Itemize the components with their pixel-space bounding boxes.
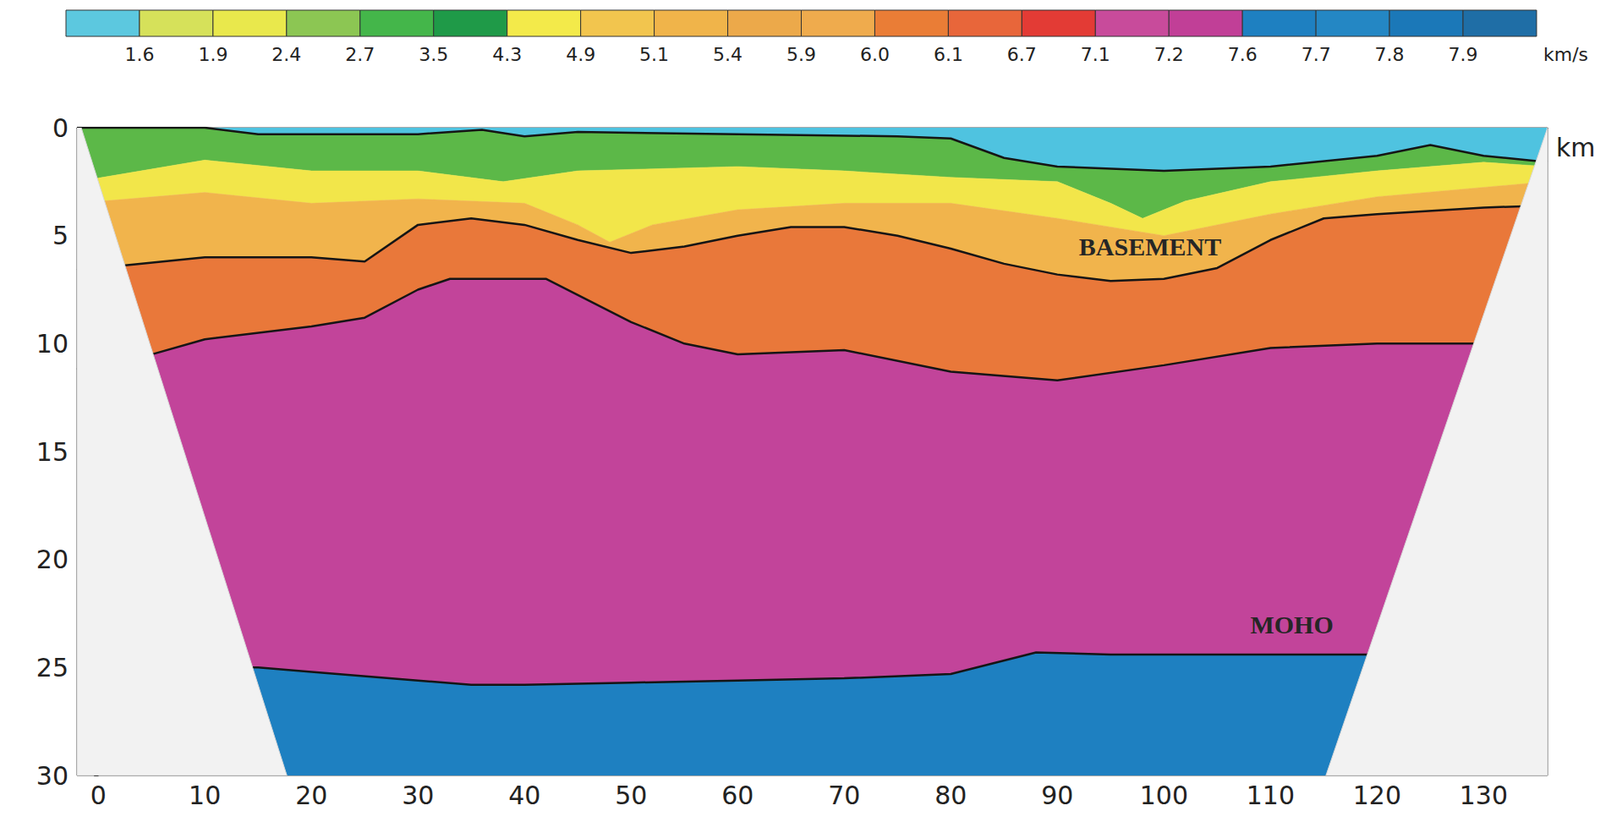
svg-text:5: 5 [52,220,69,251]
svg-text:10: 10 [36,328,69,359]
svg-text:0: 0 [52,113,69,143]
svg-text:MOHO: MOHO [1249,610,1333,639]
svg-text:20: 20 [36,544,69,575]
svg-text:6.1: 6.1 [933,43,964,66]
svg-text:10: 10 [188,780,221,811]
svg-text:BASEMENT: BASEMENT [1079,232,1222,261]
svg-text:2.7: 2.7 [345,43,375,66]
svg-text:120: 120 [1353,780,1402,811]
svg-text:80: 80 [934,780,967,811]
svg-text:100: 100 [1139,780,1189,811]
svg-text:3.5: 3.5 [418,43,449,66]
svg-text:6.7: 6.7 [1007,43,1037,66]
svg-text:km: km [1556,132,1596,163]
svg-text:1.6: 1.6 [124,43,154,66]
svg-text:7.9: 7.9 [1448,43,1479,66]
svg-text:5.1: 5.1 [639,43,669,66]
svg-text:90: 90 [1041,780,1074,811]
svg-text:5.9: 5.9 [786,43,817,66]
svg-text:km/s: km/s [1543,43,1589,66]
svg-text:7.6: 7.6 [1227,43,1258,66]
svg-text:7.1: 7.1 [1080,43,1111,66]
svg-text:4.9: 4.9 [565,43,596,66]
svg-text:7.7: 7.7 [1301,43,1332,66]
svg-text:20: 20 [295,780,328,811]
svg-text:30: 30 [401,780,434,811]
svg-text:2.4: 2.4 [271,43,302,66]
svg-text:70: 70 [827,780,861,811]
svg-text:30: 30 [36,761,69,791]
svg-text:1.9: 1.9 [197,43,228,66]
svg-text:7.8: 7.8 [1375,43,1405,66]
svg-text:40: 40 [508,780,541,811]
svg-text:25: 25 [36,652,69,683]
svg-text:60: 60 [721,780,754,811]
svg-text:50: 50 [614,780,647,811]
svg-text:15: 15 [36,437,69,467]
svg-text:7.2: 7.2 [1154,43,1184,66]
svg-text:130: 130 [1459,780,1508,811]
svg-text:5.4: 5.4 [712,43,743,66]
svg-text:0: 0 [90,780,107,811]
svg-text:110: 110 [1246,780,1295,811]
svg-text:6.0: 6.0 [860,43,890,66]
svg-text:4.3: 4.3 [492,43,522,66]
